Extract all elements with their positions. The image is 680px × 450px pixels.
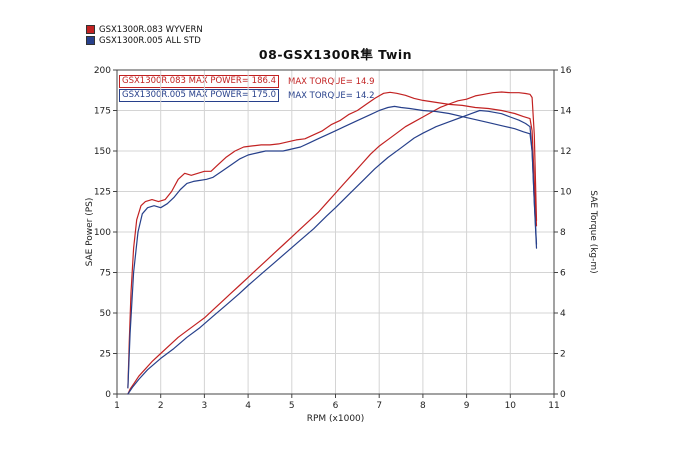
svg-text:SAE Power (PS): SAE Power (PS) bbox=[85, 198, 95, 267]
legend-swatch-allstd bbox=[86, 36, 95, 45]
svg-text:16: 16 bbox=[560, 66, 572, 76]
legend-label-wyvern: GSX1300R.083 WYVERN bbox=[99, 24, 203, 35]
svg-text:10: 10 bbox=[505, 401, 517, 411]
legend-label-allstd: GSX1300R.005 ALL STD bbox=[99, 35, 201, 46]
svg-text:7: 7 bbox=[376, 401, 382, 411]
annotation-max-torque-083: MAX TORQUE= 14.9 bbox=[288, 77, 375, 87]
svg-text:12: 12 bbox=[560, 147, 571, 157]
svg-text:0: 0 bbox=[105, 390, 111, 400]
svg-text:50: 50 bbox=[100, 309, 112, 319]
legend-swatch-wyvern bbox=[86, 25, 95, 34]
svg-text:RPM (x1000): RPM (x1000) bbox=[307, 414, 365, 424]
svg-text:14: 14 bbox=[560, 107, 572, 117]
chart-title: 08-GSX1300R隼 Twin bbox=[258, 47, 413, 62]
svg-text:1: 1 bbox=[114, 401, 120, 411]
svg-text:5: 5 bbox=[289, 401, 295, 411]
svg-text:9: 9 bbox=[464, 401, 470, 411]
svg-text:150: 150 bbox=[94, 147, 111, 157]
svg-text:2: 2 bbox=[560, 350, 566, 360]
svg-text:SAE Torque (kg-m): SAE Torque (kg-m) bbox=[588, 190, 598, 273]
svg-text:200: 200 bbox=[94, 66, 111, 76]
svg-text:0: 0 bbox=[560, 390, 566, 400]
svg-text:100: 100 bbox=[94, 228, 111, 238]
annotation-max-power-083: GSX1300R.083 MAX POWER= 186.4 bbox=[119, 75, 279, 88]
svg-text:4: 4 bbox=[560, 309, 566, 319]
svg-text:8: 8 bbox=[420, 401, 426, 411]
annotation-max-power-005: GSX1300R.005 MAX POWER= 175.0 bbox=[119, 89, 279, 102]
legend-item-wyvern: GSX1300R.083 WYVERN bbox=[86, 24, 203, 35]
svg-text:2: 2 bbox=[158, 401, 164, 411]
chart-legend: GSX1300R.083 WYVERN GSX1300R.005 ALL STD bbox=[86, 24, 203, 46]
svg-text:3: 3 bbox=[202, 401, 208, 411]
svg-text:10: 10 bbox=[560, 188, 572, 198]
svg-text:175: 175 bbox=[94, 107, 111, 117]
legend-item-allstd: GSX1300R.005 ALL STD bbox=[86, 35, 203, 46]
svg-text:11: 11 bbox=[548, 401, 559, 411]
svg-text:25: 25 bbox=[100, 350, 111, 360]
svg-text:75: 75 bbox=[100, 269, 111, 279]
svg-text:8: 8 bbox=[560, 228, 566, 238]
annotation-max-torque-005: MAX TORQUE= 14.2 bbox=[288, 91, 375, 101]
svg-text:6: 6 bbox=[560, 269, 566, 279]
svg-text:125: 125 bbox=[94, 188, 111, 198]
svg-text:6: 6 bbox=[333, 401, 339, 411]
svg-text:4: 4 bbox=[245, 401, 251, 411]
